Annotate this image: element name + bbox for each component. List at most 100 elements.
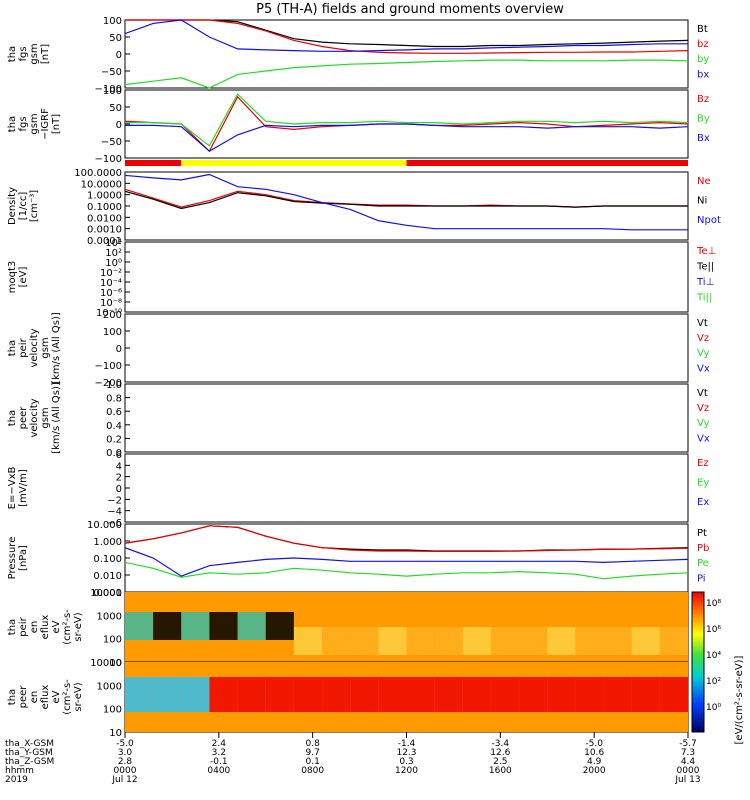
ytick-label: 1.0000 [87,191,122,202]
ytick-label: −200 [95,378,122,389]
legend-entry-Pi: Pi [697,573,706,584]
ytick-label: 0.001 [93,588,122,599]
panel-ylabel: Pressure [7,537,18,580]
panel-ylabel: [mV/m] [18,469,29,507]
panel-ylabel: E=−VxB [7,467,18,510]
spectrogram-cell [237,677,266,712]
ytick-label: 0.0 [106,448,122,459]
panel-ylabel: peer [18,406,29,430]
legend-entry-Ey: Ey [697,477,709,488]
panel-ylabel: peer [18,685,29,709]
time-axis-row-label: hhmm [5,766,34,776]
time-axis-value: 12.6 [490,748,510,758]
ytick-label: 0.4 [106,421,122,432]
legend-entry-Pb: Pb [697,543,709,554]
panel-ylabel: [1/cc] [18,192,29,221]
ytick-label: −100 [95,84,122,95]
panel-ylabel: gsm [40,407,51,428]
spectrogram-cell [575,677,604,712]
time-axis-row-label: tha_X-GSM [5,739,54,749]
colorbar-tick-label: 10⁰ [706,703,721,713]
legend-entry-Vy: Vy [697,418,710,429]
series-line-Bx [125,123,689,152]
panel-ylabel: tha [7,410,18,426]
spectrogram-cell [350,627,379,655]
time-axis-value: 0000 [114,766,137,776]
panel-frame [124,453,689,523]
spectrogram-cell [265,677,294,712]
series-line-bz [125,19,689,54]
mode-bar-segment [406,160,688,166]
panel-ylabel: (cm²-s- [62,679,73,715]
legend-entry-Te⊥: Te⊥ [696,246,716,257]
colorbar-tick-label: 10⁸ [706,599,721,609]
legend-entry-Vy: Vy [697,348,710,359]
ytick-label: 0.100 [93,554,122,565]
time-axis-value: Jul 13 [674,775,700,785]
series-line-Pt [124,525,689,552]
panel-ylabel: [nT] [51,114,62,134]
time-axis-value: 0.3 [399,757,413,767]
ytick-label: 10⁴ [105,238,122,249]
legend-entry-Vz: Vz [697,403,709,414]
spectrogram-cell [462,677,491,712]
spectrogram-cell [181,612,210,640]
series-line-Pb [124,525,689,553]
panel-ylabel: peir [18,337,29,357]
time-axis-value: 1200 [395,766,418,776]
ytick-label: 10 [109,658,122,669]
time-axis-value: 4.4 [681,757,696,767]
ytick-label: −4 [107,507,122,518]
panel-ylabel: [eV] [18,267,29,288]
time-axis-value: Jul 12 [111,775,137,785]
series-line-By [125,93,689,147]
ytick-label: 0 [116,120,122,131]
time-axis-value: 9.7 [306,748,320,758]
spectrogram-cell [490,627,520,655]
time-axis-value: 0.1 [306,757,320,767]
panel-ylabel: peir [18,616,29,636]
spectrogram-cell [519,677,548,712]
panel-ylabel: eV [51,690,62,703]
ytick-label: 0.6 [106,407,122,418]
panel-ylabel: fgs [18,46,29,61]
legend-entry-Bx: Bx [697,133,710,144]
series-line-Bt [125,19,689,48]
panel-ylabel: [cm⁻³] [29,190,40,222]
legend-entry-Vx: Vx [697,363,710,374]
panel-ylabel: Density [7,187,18,225]
ytick-label: 0 [116,344,122,355]
ytick-label: 10⁻⁶ [100,288,122,299]
time-axis-value: 0000 [677,766,700,776]
spectrogram-cell [519,627,548,655]
spectrogram-cell [237,612,266,640]
ytick-label: 100.0000 [74,168,122,179]
ytick-label: 4 [116,461,122,472]
time-axis-value: 7.3 [681,748,695,758]
legend-entry-Ne: Ne [697,176,711,187]
time-axis-value: -5.0 [585,739,603,749]
panel-frame [124,383,689,453]
panel-frame [124,523,689,593]
spectrogram-cell [490,677,520,712]
time-axis-value: 2.5 [493,757,507,767]
time-axis-value: 10.6 [584,748,604,758]
ytick-label: −6 [107,518,122,529]
legend-entry-Pt: Pt [697,528,707,539]
spectrogram-cell [125,677,154,712]
ytick-label: 0.8 [106,394,122,405]
legend-entry-Bt: Bt [697,24,708,35]
colorbar-tick-label: 10² [706,677,721,687]
ytick-label: 50 [109,103,122,114]
legend-entry-By: By [697,113,710,124]
legend-entry-Ex: Ex [697,497,709,508]
panel-ylabel: en [29,621,40,634]
spectrogram-cell [659,627,688,655]
ytick-label: 10.0000 [81,179,122,190]
series-line-Ni [124,190,688,210]
mode-bar-segment [181,160,407,166]
panel-frame [124,241,689,313]
ytick-label: 2 [116,473,122,484]
series-line-Pi [124,547,689,577]
